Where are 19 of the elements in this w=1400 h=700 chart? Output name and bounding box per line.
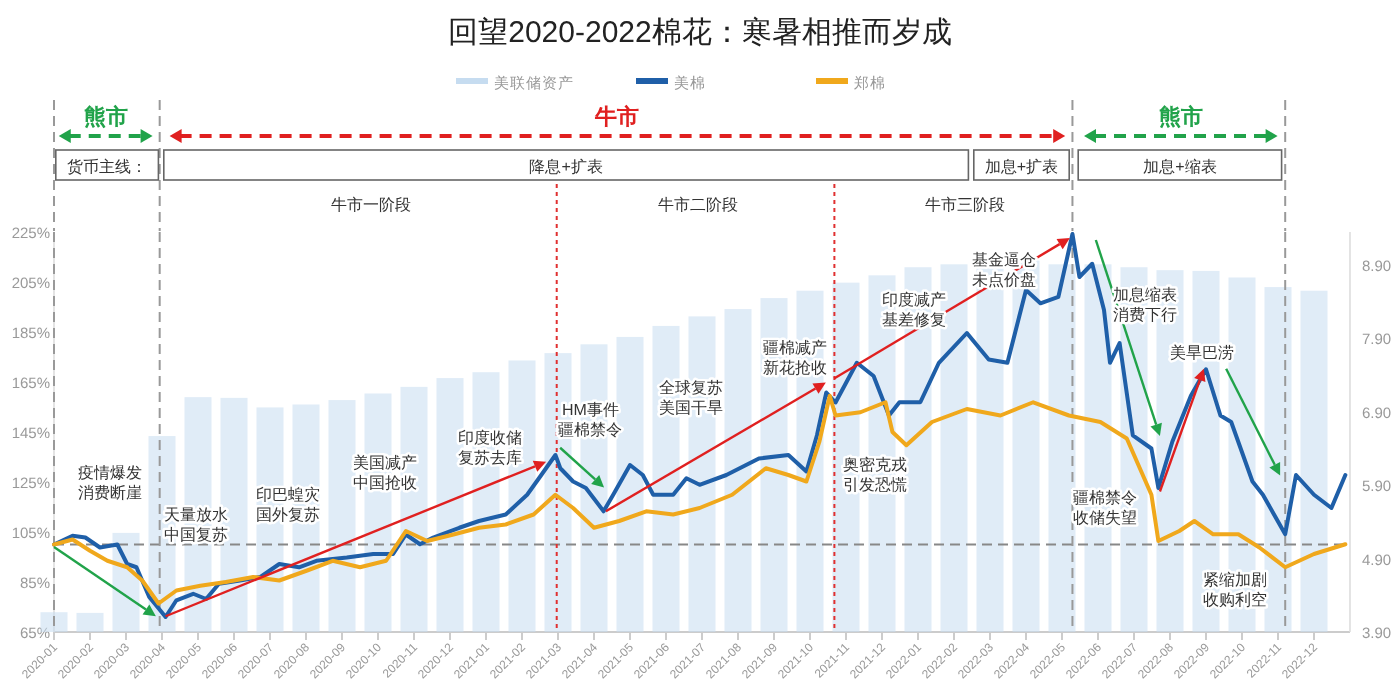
text: 牛市三阶段	[924, 196, 1005, 214]
chart-title: 回望2020-2022棉花：寒暑相推而岁成	[448, 16, 952, 50]
annotation: HM事件疆棉禁令	[558, 401, 623, 440]
text: 熊市	[1158, 104, 1203, 130]
text: 牛市一阶段	[330, 196, 411, 214]
text: 牛市二阶段	[658, 196, 739, 214]
annotation: 天量放水中国复苏	[164, 506, 229, 545]
annotation: 疆棉减产新花抢收	[763, 338, 828, 377]
annotation: 美旱巴涝	[1170, 343, 1235, 362]
annotation: 奥密克戎引发恐慌	[842, 456, 907, 495]
annotation: 疆棉禁令收储失望	[1073, 488, 1138, 527]
annotation: 印巴蝗灾国外复苏	[256, 486, 320, 525]
annotation: 紧缩加剧收购利空	[1202, 571, 1267, 610]
annotation: 美国减产中国抢收	[353, 453, 418, 492]
annotation: 疫情爆发消费断崖	[78, 463, 143, 502]
text: 牛市	[593, 104, 640, 130]
text: 熊市	[83, 104, 128, 130]
annotation: 全球复苏美国干旱	[659, 378, 724, 417]
annotation: 印度收储复苏去库	[457, 428, 522, 467]
